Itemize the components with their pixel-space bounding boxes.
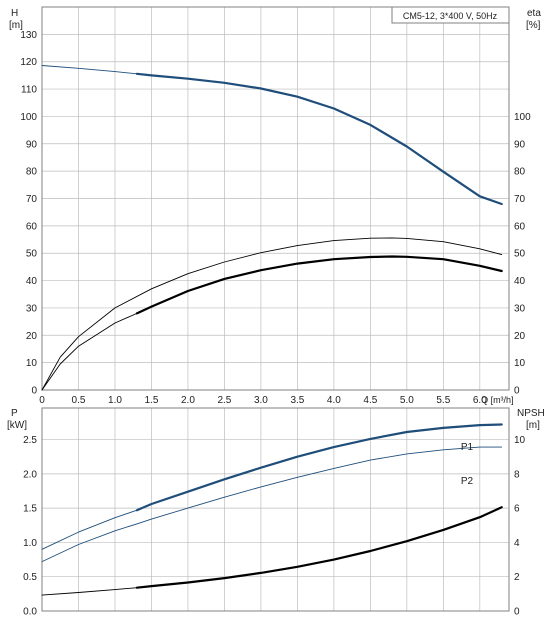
y2-tick-label: 30 (514, 303, 526, 314)
series-line-p2 (41, 446, 503, 563)
x-tick-label: 4.5 (363, 395, 377, 406)
y2-tick-label: 2 (514, 572, 520, 583)
y-tick-label: 100 (20, 112, 37, 123)
y2-tick-label: 10 (514, 435, 526, 446)
plot-frame (41, 6, 510, 391)
series-line-curve-0 (41, 65, 138, 75)
x-tick-label: 5.5 (436, 395, 450, 406)
x-tick-label: 0.5 (72, 395, 86, 406)
x-tick-label: 0 (39, 395, 45, 406)
y2-tick-label: 4 (514, 538, 520, 549)
y-tick-label: 110 (21, 85, 37, 96)
y-tick-label: 2.5 (23, 435, 37, 446)
y-tick-label: 2.0 (23, 469, 37, 480)
series-line-curve-2 (41, 237, 503, 391)
y-axis-unit: [m] (9, 20, 23, 31)
y-tick-label: 90 (26, 139, 38, 150)
x-tick-label: 3.5 (290, 395, 304, 406)
y2-tick-label: 90 (514, 139, 526, 150)
y2-tick-label: 0 (514, 607, 520, 618)
y-tick-label: 10 (26, 358, 38, 369)
plot-frame (41, 407, 510, 612)
series-line-p1 (135, 423, 503, 512)
y2-tick-label: 70 (514, 194, 526, 205)
y-tick-label: 1.5 (23, 504, 37, 515)
x-tick-label: 5.0 (400, 395, 414, 406)
y2-tick-label: 8 (514, 469, 520, 480)
y2-tick-label: 80 (514, 167, 526, 178)
y-axis-label: P (11, 408, 18, 419)
x-tick-label: 1.0 (108, 395, 122, 406)
y-tick-label: 30 (26, 303, 38, 314)
y-tick-label: 120 (20, 57, 37, 68)
y-tick-label: 0.5 (23, 572, 37, 583)
y-tick-label: 130 (20, 30, 37, 41)
y2-tick-label: 6 (514, 504, 520, 515)
y2-tick-label: 100 (514, 112, 531, 123)
x-tick-label: 2.5 (217, 395, 231, 406)
y-tick-label: 20 (26, 331, 38, 342)
y-axis-unit: [kW] (7, 420, 27, 431)
y-tick-label: 50 (26, 249, 38, 260)
x-tick-label: 1.5 (145, 395, 159, 406)
y2-axis-label: NPSH (517, 408, 545, 419)
chart-title: CM5-12, 3*400 V, 50Hz (403, 11, 498, 21)
y-tick-label: 40 (26, 276, 38, 287)
title-box (391, 6, 510, 24)
series-label-p2: P2 (461, 476, 474, 487)
y2-tick-label: 50 (514, 249, 526, 260)
y-axis-label: H (11, 8, 18, 19)
x-tick-label: 2.0 (181, 395, 195, 406)
y-tick-label: 70 (26, 194, 38, 205)
y2-tick-label: 40 (514, 276, 526, 287)
y2-axis-unit: [m] (526, 420, 540, 431)
series-line-curve-3 (41, 312, 138, 391)
series-line-curve-1 (135, 72, 503, 206)
y-tick-label: 0 (31, 386, 37, 397)
x-axis-label: Q [m³/h] (481, 395, 514, 405)
y-tick-label: 60 (26, 221, 38, 232)
y-tick-label: 1.0 (23, 538, 37, 549)
y2-tick-label: 10 (514, 358, 526, 369)
y2-tick-label: 20 (514, 331, 526, 342)
series-line-p1 (41, 509, 138, 550)
series-line-curve-4 (135, 255, 503, 315)
y-tick-label: 0.0 (23, 607, 37, 618)
x-tick-label: 4.0 (327, 395, 341, 406)
x-tick-label: 6.0 (473, 395, 487, 406)
y2-axis-label: eta (527, 8, 541, 19)
series-label-p1: P1 (461, 442, 474, 453)
series-line-curve-3 (41, 587, 138, 596)
y2-tick-label: 60 (514, 221, 526, 232)
y2-tick-label: 0 (514, 386, 520, 397)
y2-axis-unit: [%] (526, 20, 541, 31)
y-tick-label: 80 (26, 167, 38, 178)
series-line-curve-4 (135, 506, 503, 589)
x-tick-label: 3.0 (254, 395, 268, 406)
